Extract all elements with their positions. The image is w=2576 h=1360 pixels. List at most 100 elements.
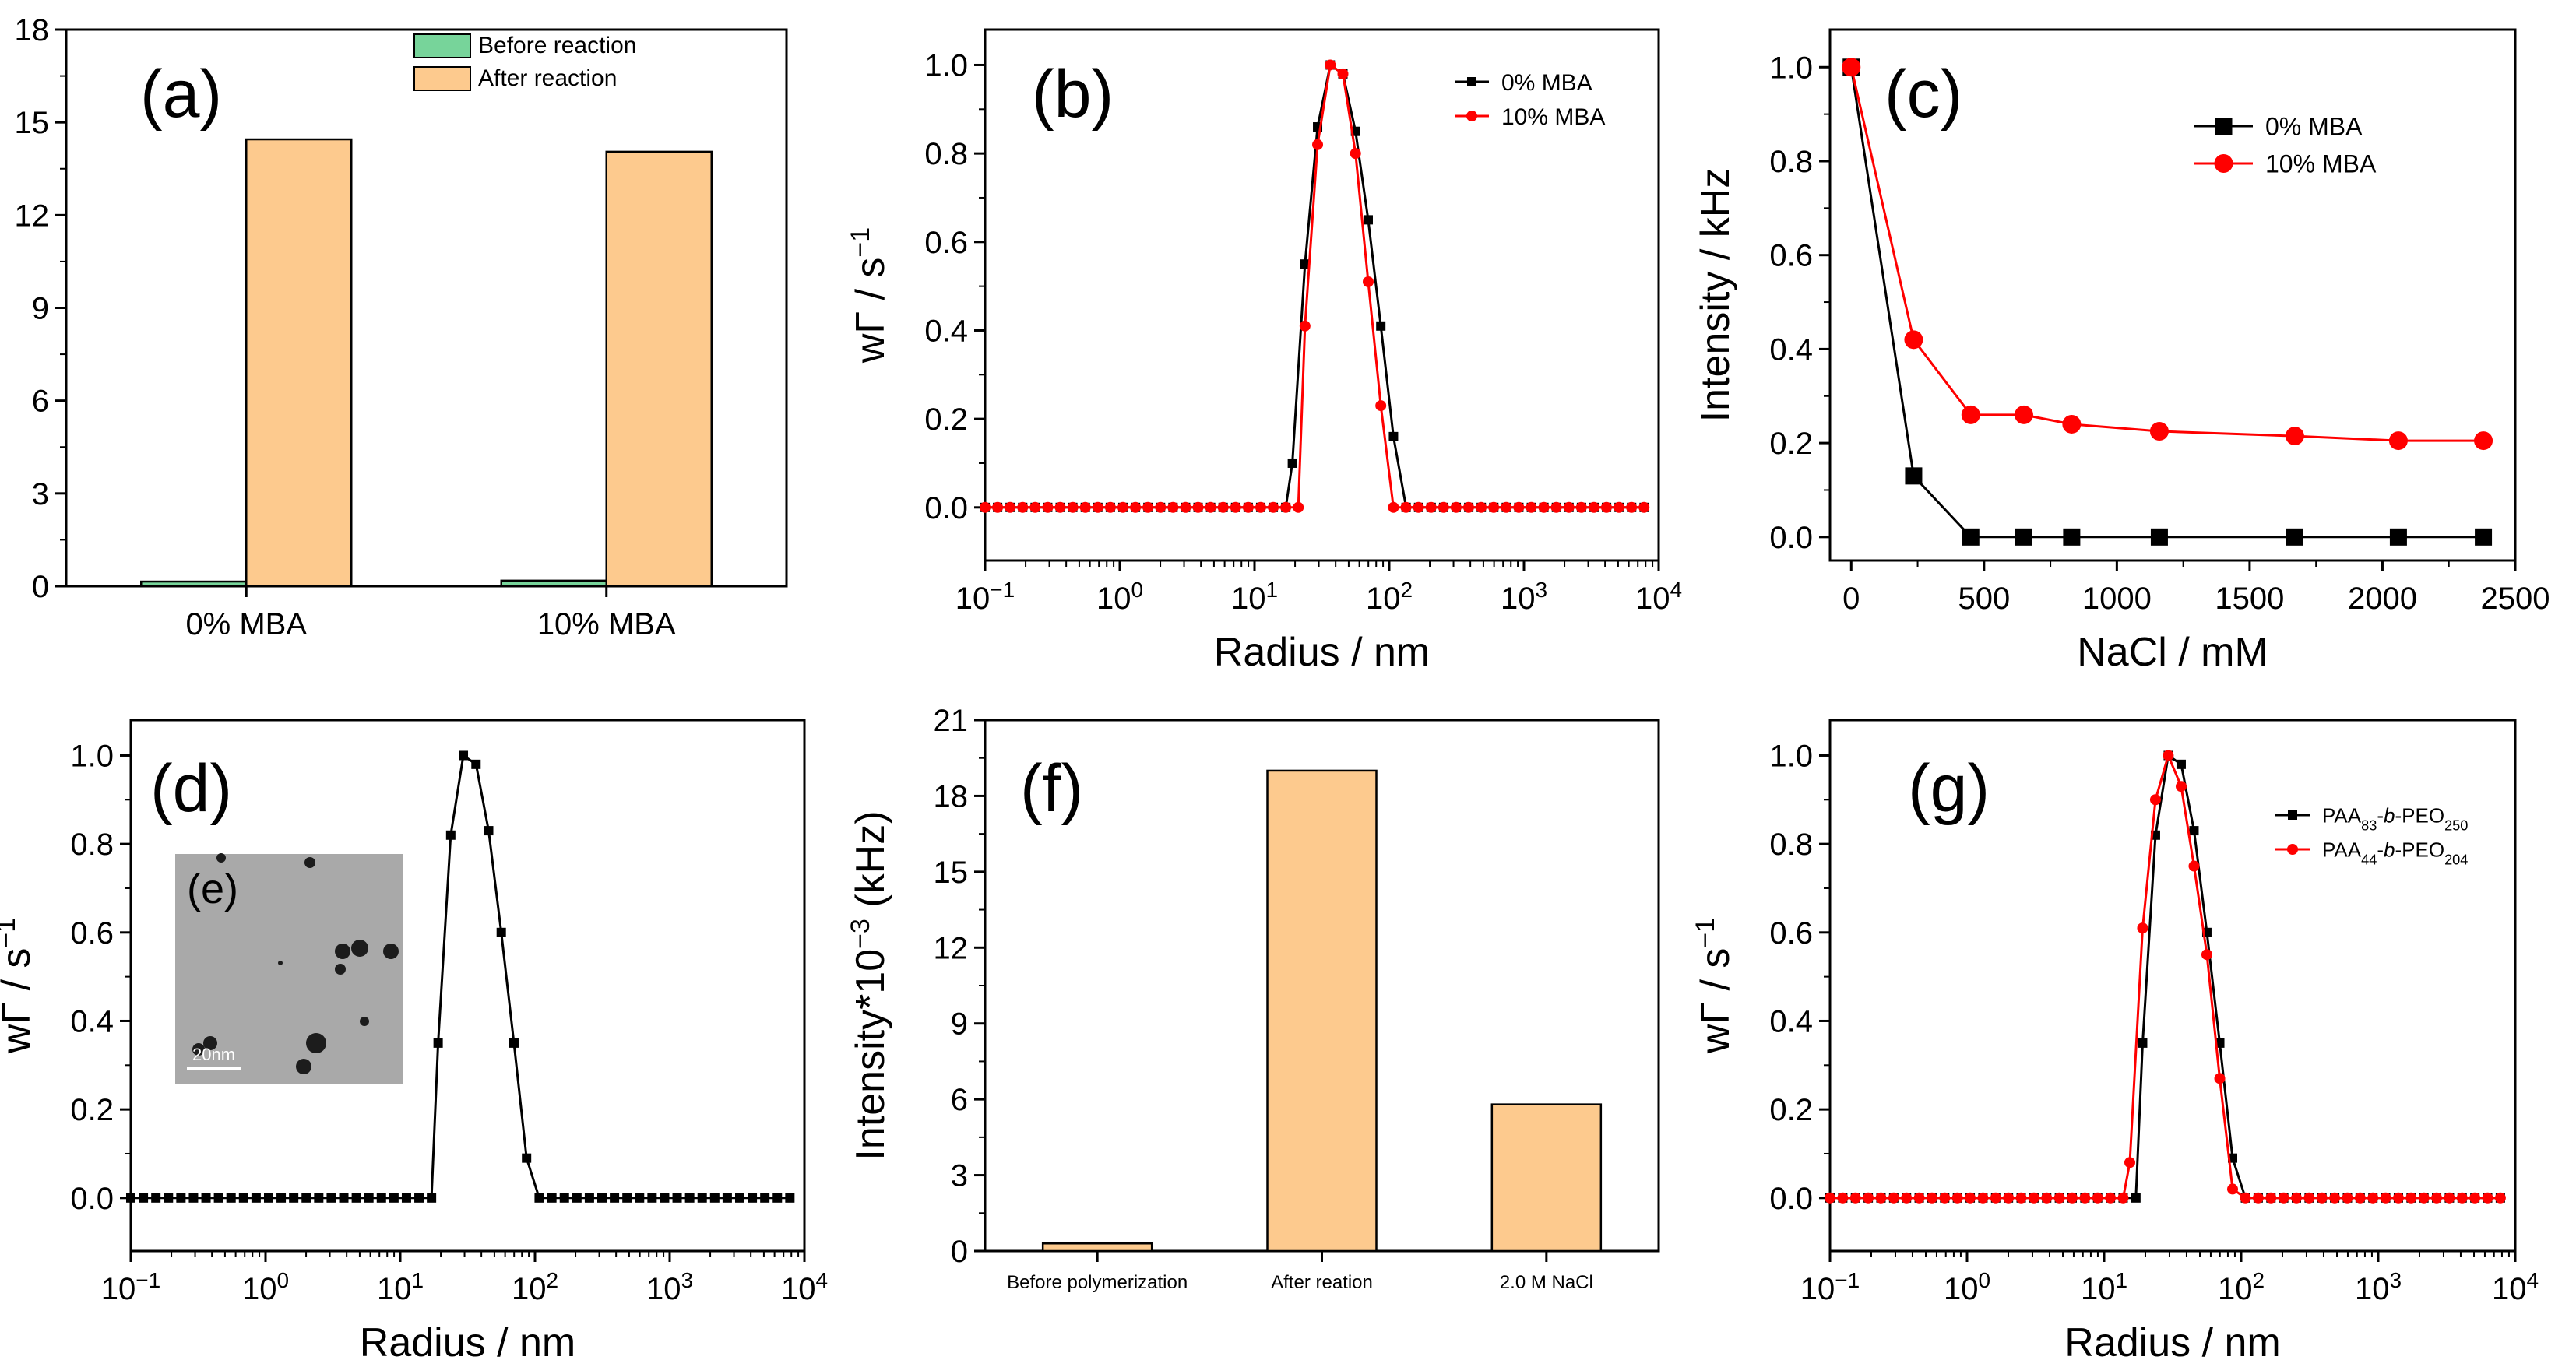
data-point <box>980 501 991 513</box>
x-axis-label-b: Radius / nm <box>1214 630 1430 675</box>
y-axis-a: 0 3 6 9 12 15 18 <box>15 13 66 604</box>
data-point <box>1255 501 1266 513</box>
data-point <box>584 1193 594 1203</box>
data-point <box>301 1193 311 1203</box>
data-point <box>2014 405 2033 424</box>
data-point <box>1614 501 1625 513</box>
data-point <box>1155 501 1167 513</box>
nanoparticle <box>335 964 346 975</box>
panel-label-c: (c) <box>1884 57 1962 132</box>
data-point <box>785 1193 795 1203</box>
data-point <box>2456 1192 2468 1204</box>
legend-label: 0% MBA <box>2265 113 2363 141</box>
x-tick-label: 1000 <box>2082 582 2152 616</box>
y-tick-label: 0.6 <box>70 916 114 951</box>
plot-frame-b <box>984 28 1660 562</box>
bar <box>605 150 713 588</box>
x-tick-label: 500 <box>1958 582 2010 616</box>
y-tick-label: 0.6 <box>1769 916 1813 951</box>
x-tick-label: 101 <box>2081 1268 2127 1307</box>
data-point <box>226 1193 236 1203</box>
y-tick-label: 0.0 <box>924 491 968 525</box>
legend-c: 0% MBA 10% MBA <box>2194 113 2377 178</box>
data-point <box>351 1193 361 1203</box>
data-point <box>2494 1192 2506 1204</box>
data-point <box>2105 1192 2117 1204</box>
data-point <box>2392 1192 2404 1204</box>
legend-swatch <box>413 66 471 91</box>
legend-label: 10% MBA <box>1501 104 1605 130</box>
data-point <box>2131 1193 2141 1203</box>
data-point <box>2066 1192 2078 1204</box>
nanoparticle <box>383 944 399 959</box>
data-point <box>2444 1192 2455 1204</box>
data-point <box>2137 922 2148 934</box>
data-point <box>1842 58 1861 77</box>
y-axis-c: 0.0 0.2 0.4 0.6 0.8 1.0 <box>1769 51 1830 555</box>
data-point <box>1438 501 1449 513</box>
y-tick-label: 12 <box>934 931 969 965</box>
y-tick-label: 9 <box>32 292 49 326</box>
x-tick-label: 103 <box>646 1268 693 1307</box>
data-point <box>2175 781 2187 792</box>
data-point <box>1626 501 1638 513</box>
data-point <box>672 1193 682 1203</box>
y-tick-label: 0.0 <box>1769 521 1813 555</box>
x-tick-label: 0 <box>1842 582 1860 616</box>
data-point <box>2150 528 2168 546</box>
y-tick-label: 0.2 <box>1769 1093 1813 1127</box>
data-point <box>1875 1192 1887 1204</box>
data-point <box>2418 1192 2430 1204</box>
data-point <box>1550 501 1562 513</box>
data-point <box>2176 759 2186 769</box>
data-point <box>1205 501 1216 513</box>
x-axis-c: 0 500 1000 1500 2000 2500 <box>1842 561 2550 616</box>
data-point <box>201 1193 211 1203</box>
y-tick-label: 21 <box>934 704 969 738</box>
data-point <box>251 1193 261 1203</box>
plot-frame-c <box>1828 28 2517 562</box>
data-point <box>2285 427 2304 446</box>
panel-label-f: (f) <box>1020 751 1083 826</box>
y-tick-label: 0 <box>951 1235 968 1269</box>
data-point <box>2316 1192 2328 1204</box>
y-tick-label: 0.2 <box>70 1093 114 1127</box>
data-point <box>1951 1192 1963 1204</box>
data-point <box>2482 1192 2493 1204</box>
data-point <box>213 1193 223 1203</box>
data-point <box>2214 154 2233 173</box>
y-tick-label: 18 <box>934 779 969 814</box>
data-point <box>1104 501 1116 513</box>
nanoparticle <box>192 1043 205 1056</box>
data-point <box>1901 1192 1913 1204</box>
data-point <box>760 1193 770 1203</box>
data-point <box>188 1193 199 1203</box>
data-point <box>1054 501 1066 513</box>
panel-label-d: (d) <box>150 751 232 826</box>
x-tick-label: 101 <box>1231 578 1278 617</box>
bar <box>1266 769 1378 1253</box>
bar <box>140 580 248 588</box>
nanoparticle <box>360 1017 369 1026</box>
data-point <box>2079 1192 2091 1204</box>
data-point <box>722 1193 732 1203</box>
bars-f: Before polymerization After reation 2.0 M … <box>1007 769 1603 1293</box>
data-point <box>1563 501 1575 513</box>
data-point <box>339 1193 349 1203</box>
plot-frame-d <box>129 719 806 1253</box>
y-tick-label: 15 <box>15 106 50 140</box>
data-point <box>1965 1192 1976 1204</box>
nanoparticle <box>216 853 226 863</box>
x-axis-b: 10−1 100 101 102 103 104 <box>955 561 1682 616</box>
data-point <box>459 750 469 761</box>
data-point <box>2286 528 2303 546</box>
series-c-1 <box>1842 58 2493 451</box>
data-point <box>2041 1192 2053 1204</box>
legend-a: Before reaction After reaction <box>413 33 636 91</box>
y-tick-label: 0.4 <box>924 314 968 348</box>
data-point <box>2124 1157 2136 1168</box>
data-point <box>2367 1192 2379 1204</box>
data-point <box>1501 501 1512 513</box>
data-point <box>2291 1192 2302 1204</box>
data-point <box>2003 1192 2015 1204</box>
